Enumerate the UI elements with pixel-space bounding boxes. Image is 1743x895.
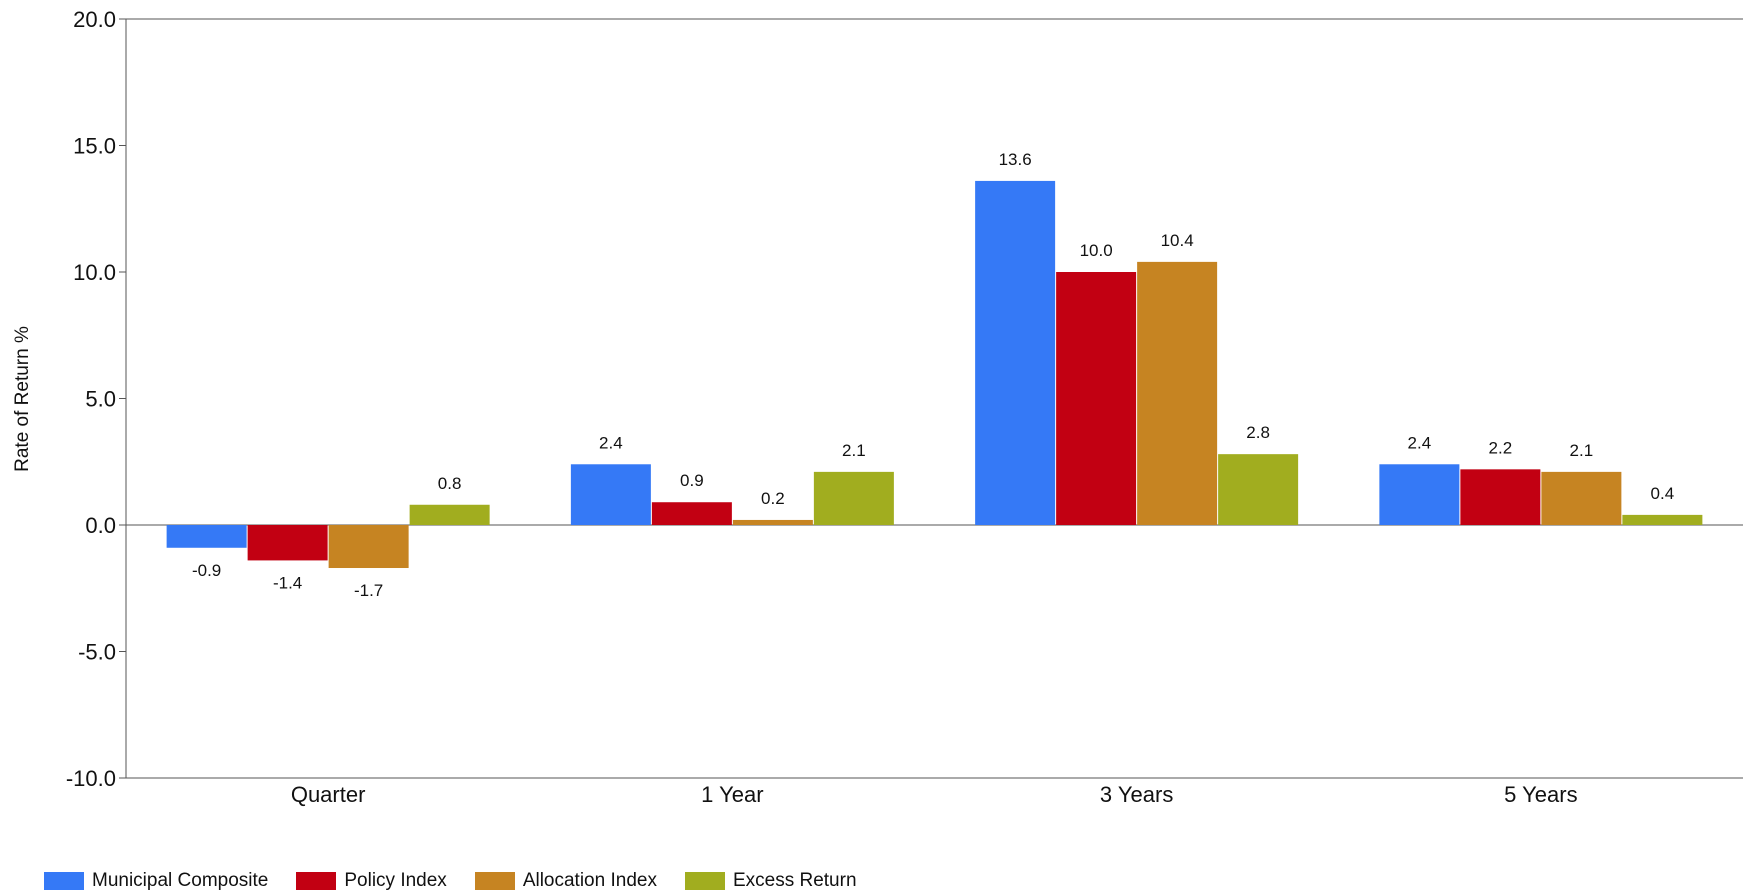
legend: Municipal Composite Policy Index Allocatio… [44, 870, 885, 892]
legend-item: Policy Index [296, 870, 447, 892]
data-label: 2.4 [1408, 433, 1432, 452]
bar [166, 525, 247, 548]
bar [1218, 454, 1299, 525]
legend-item: Municipal Composite [44, 870, 268, 892]
bar [570, 464, 651, 525]
bar [651, 502, 732, 525]
legend-label: Allocation Index [522, 870, 657, 891]
y-axis-title: Rate of Return % [12, 326, 33, 472]
x-tick-label: 5 Years [1504, 782, 1577, 807]
y-tick-label: 10.0 [73, 260, 116, 285]
y-tick-label: 20.0 [73, 7, 116, 32]
legend-item: Excess Return [684, 870, 857, 892]
data-label: 0.4 [1651, 484, 1675, 503]
bar [328, 525, 409, 569]
legend-item: Allocation Index [474, 870, 657, 892]
legend-label: Excess Return [732, 870, 857, 891]
x-tick-label: Quarter [291, 782, 366, 807]
x-tick-label: 3 Years [1100, 782, 1173, 807]
y-tick-label: -5.0 [78, 640, 116, 665]
data-label: -1.4 [273, 573, 302, 592]
y-tick-label: 5.0 [85, 387, 116, 412]
data-label: 0.8 [438, 474, 462, 493]
x-tick-label: 1 Year [701, 782, 763, 807]
y-tick-label: -10.0 [66, 766, 116, 791]
legend-label: Municipal Composite [92, 870, 269, 891]
legend-swatch [684, 872, 725, 890]
bar [1622, 514, 1703, 525]
data-labels: -0.9 -1.4 -1.7 0.8 2.4 0.9 0.2 2.1 13.6 10.0 10.4 2… [192, 150, 1674, 600]
legend-swatch [296, 872, 337, 890]
data-label: 0.2 [761, 489, 785, 508]
y-tick-label: 15.0 [73, 134, 116, 159]
legend-swatch [44, 872, 84, 890]
data-label: -1.7 [354, 581, 383, 600]
bar [975, 180, 1056, 526]
data-label: 2.8 [1246, 423, 1270, 442]
data-label: 10.4 [1161, 231, 1194, 250]
bar [1460, 469, 1541, 525]
data-label: 0.9 [680, 471, 704, 490]
data-label: 2.1 [1570, 441, 1594, 460]
data-label: -0.9 [192, 561, 221, 580]
bar [409, 504, 490, 525]
bar [1056, 272, 1137, 525]
bar [813, 471, 894, 525]
data-label: 10.0 [1080, 241, 1113, 260]
bars [166, 180, 1703, 569]
bar [1379, 464, 1460, 525]
data-label: 2.1 [842, 441, 866, 460]
bar [247, 525, 328, 561]
bar [732, 519, 813, 525]
data-label: 2.4 [599, 433, 623, 452]
axes: 20.0 15.0 10.0 5.0 0.0 -5.0 -10.0 Quarter 1 Year… [66, 7, 1743, 807]
bar [1137, 261, 1218, 525]
y-tick-label: 0.0 [85, 513, 116, 538]
legend-swatch [474, 872, 515, 890]
data-label: 2.2 [1489, 438, 1513, 457]
legend-label: Policy Index [344, 870, 447, 891]
bar [1541, 471, 1622, 525]
data-label: 13.6 [999, 150, 1032, 169]
